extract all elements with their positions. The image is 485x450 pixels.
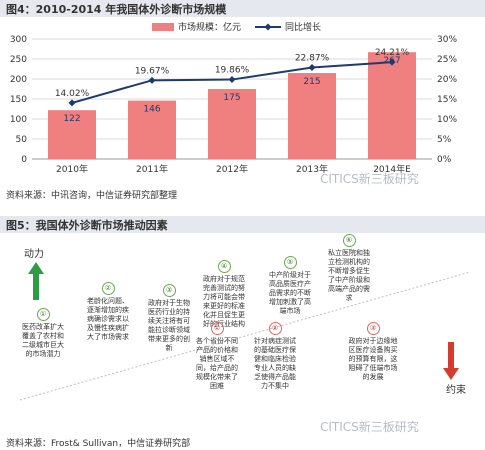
driver-factor-2: ② 老龄化问题、逐渐增加的疾病确诊需求以及慢性疾病扩大了市场需求 [86,282,130,342]
y-right-tick: 0% [437,155,452,165]
driver-factor-3: ③ 政府对于生物医药行业的持续关注将有可能拉诊断领域带来更多的创新 [148,284,190,353]
growth-point-2 [228,76,236,84]
figure2-title: 图5：我国体外诊断市场推动因素 [6,219,168,232]
growth-point-1 [148,76,156,84]
growth-label-3: 22.87% [295,54,330,64]
driver-factor-6-text: 私立医院和独立检测机构的不断增多促生了中产阶级和高端产品的需求 [328,249,370,302]
y-right-tick: 20% [437,75,457,85]
market-size-chart: 0 50 100 150 200 250 300 0% 5% 10% 15% 20% 25% 30% 122… [10,21,458,175]
figure2-source: 资料来源：Frost& Sullivan，中信证券研究部 [6,439,191,449]
bar-label-3: 215 [303,77,320,87]
driver-factor-4-number: ④ [217,260,231,273]
growth-label-1: 19.67% [135,66,170,76]
bar-3 [288,73,336,159]
legend-line-marker [264,23,272,31]
x-tick-0: 2010年 [56,163,88,175]
bar-0 [48,110,96,159]
drivers-arrow-icon [28,262,44,300]
driver-factor-5-text: 中产阶级对于高品质医疗产品需求的不断增加刺激了高端市场 [269,271,311,315]
y-left-tick: 100 [10,115,27,125]
bar-4 [368,52,416,160]
constraint-factor-2-number: ② [268,322,282,335]
driver-factor-1-number: ① [36,308,50,321]
legend-line-label: 同比增长 [285,21,321,33]
driver-factor-5: ⑤ 中产阶级对于高品质医疗产品需求的不断增加刺激了高端市场 [268,256,312,316]
y-right-tick: 15% [437,95,457,105]
growth-point-0 [68,99,76,107]
bar-label-2: 175 [223,93,240,103]
figure1-title: 图4：2010-2014 年我国体外诊断市场规模 [6,3,227,16]
growth-label-2: 19.86% [215,66,250,76]
bar-label-0: 122 [63,114,80,124]
watermark: CITICS新三板研究 [320,172,419,186]
legend-bar-label: 市场规模：亿元 [178,21,241,33]
y-right-tick: 25% [437,55,457,65]
driver-factor-6: ⑥ 私立医院和独立检测机构的不断增多促生了中产阶级和高端产品的需求 [326,234,372,303]
y-left-tick: 0 [21,155,27,165]
driver-factor-1: ① 医药改革扩大覆盖了农村和二级城市巨大的市场潜力 [22,308,64,359]
x-tick-1: 2011年 [136,163,168,175]
figure2-title-bar: 图5：我国体外诊断市场推动因素 [0,216,485,233]
legend-bar-swatch [152,23,174,31]
bar-1 [128,100,176,159]
figure1-source: 资料来源：中讯咨询，中信证券研究部整理 [6,191,178,201]
constraints-label: 约束 [446,383,466,396]
constraint-factor-3: ③ 政府对于边缘地区医疗设备购买的预算有限，这阻碍了低端市场的发展 [348,322,398,382]
x-tick-4: 2014年E [373,163,411,175]
y-left-tick: 200 [10,75,27,85]
driver-factor-4-text: 政府对于规范完善测试的努力将可能会带来更好的标准化并且促生更好的行业结构 [203,275,245,328]
x-tick-2: 2012年 [216,163,248,175]
growth-point-4 [388,58,396,66]
y-left-tick: 250 [10,55,27,65]
watermark-bottom: CITICS新三板研究 [320,420,419,434]
y-right-tick: 10% [437,115,457,125]
driver-factor-6-number: ⑥ [342,234,356,247]
constraint-factor-1: ① 各个省份不同产品的价格和销售区域不同，给产品的规模化带来了困难 [196,322,238,391]
figure1-title-bar: 图4：2010-2014 年我国体外诊断市场规模 [0,0,485,17]
growth-point-3 [308,64,316,72]
drivers-label: 动力 [24,247,44,260]
y-left-tick: 50 [16,135,28,145]
bar-2 [208,89,256,159]
constraint-factor-3-text: 政府对于边缘地区医疗设备购买的预算有限，这阻碍了低端市场的发展 [348,337,398,381]
x-tick-3: 2013年 [296,163,328,175]
y-right-tick: 30% [437,35,457,45]
constraint-factor-1-text: 各个省份不同产品的价格和销售区域不同，给产品的规模化带来了困难 [196,337,238,390]
constraint-factor-2-text: 针对病症测试的基础医疗保健和临床检验专业人员的缺乏使得产品能力不集中 [254,337,296,390]
driver-factor-1-text: 医药改革扩大覆盖了农村和二级城市巨大的市场潜力 [22,323,64,358]
trend-line [19,271,471,401]
y-right-tick: 5% [437,135,452,145]
growth-label-4: 24.21% [375,48,410,58]
driver-factor-2-number: ② [101,282,115,295]
bar-label-1: 146 [143,105,160,115]
growth-label-0: 14.02% [55,89,90,99]
driver-factor-3-number: ③ [162,284,176,297]
driver-factor-2-text: 老龄化问题、逐渐增加的疾病确诊需求以及慢性疾病扩大了市场需求 [87,297,129,341]
y-left-tick: 300 [10,35,27,45]
driver-factor-4: ④ 政府对于规范完善测试的努力将可能会带来更好的标准化并且促生更好的行业结构 [202,260,246,329]
constraint-factor-1-number: ① [210,322,224,335]
y-left-tick: 150 [10,95,27,105]
constraint-factor-3-number: ③ [366,322,380,335]
driver-factor-3-text: 政府对于生物医药行业的持续关注将有可能拉诊断领域带来更多的创新 [148,299,190,352]
constraint-factor-2: ② 针对病症测试的基础医疗保健和临床检验专业人员的缺乏使得产品能力不集中 [252,322,298,391]
driver-factor-5-number: ⑤ [283,256,297,269]
constraints-arrow-icon [443,342,459,380]
